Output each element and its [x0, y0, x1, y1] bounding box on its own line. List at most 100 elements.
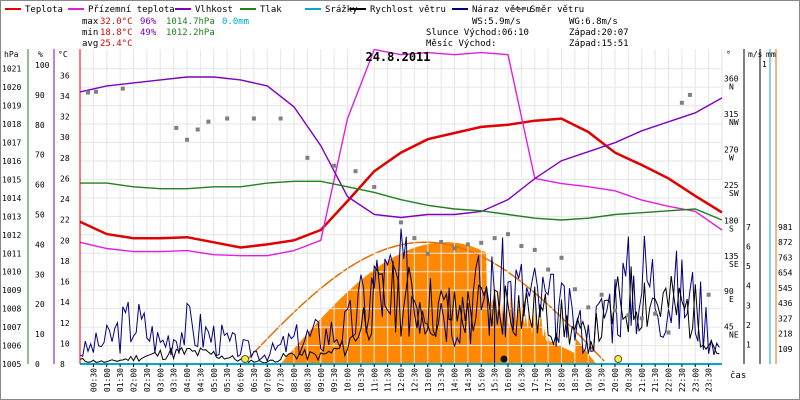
pressure-tick: 1015: [2, 175, 21, 184]
direction-label: SW: [729, 189, 739, 198]
series-přízemní-teplota: [79, 48, 723, 257]
x-tick-label: 06:30: [250, 368, 259, 392]
direction-tick: 225: [724, 181, 739, 190]
wind-direction-point: [86, 90, 91, 95]
direction-tick: 315: [724, 110, 739, 119]
wind-direction-point: [225, 116, 230, 121]
direction-label: W: [729, 154, 734, 163]
x-tick-label: 11:00: [370, 368, 379, 392]
wind-direction-point: [599, 292, 604, 297]
x-tick-label: 06:00: [237, 368, 246, 392]
humidity-tick: 40: [35, 240, 45, 249]
wind-direction-point: [278, 116, 283, 121]
temperature-tick: 30: [60, 133, 70, 142]
temperature-tick: 18: [60, 257, 70, 266]
wind-direction-point: [506, 232, 510, 237]
humidity-tick: 10: [35, 330, 45, 339]
legend-label: Směr větru: [530, 5, 584, 15]
temperature-unit: °C: [58, 50, 68, 59]
x-tick-label: 23:00: [691, 368, 700, 392]
stat-min-humidity: 49%: [140, 28, 157, 38]
x-tick-label: 04:00: [183, 368, 192, 392]
wind-direction-point: [546, 267, 551, 272]
direction-tick: 135: [724, 252, 739, 261]
x-tick-label: 09:00: [317, 368, 326, 392]
temperature-tick: 16: [60, 278, 70, 287]
direction-tick: 270: [724, 146, 739, 155]
x-tick-label: 22:00: [665, 368, 674, 392]
pressure-tick: 1018: [2, 120, 21, 129]
humidity-tick: 0: [35, 360, 40, 369]
wind-direction-point: [626, 313, 631, 318]
wind-unit: m/s: [748, 50, 763, 59]
legend-label: Srážky: [325, 5, 358, 15]
direction-tick: 45: [724, 323, 734, 332]
x-tick-label: 17:00: [531, 368, 540, 392]
stat-avg-temp: 25.4°C: [100, 39, 133, 49]
wind-direction-point: [195, 127, 200, 132]
x-tick-label: 01:00: [103, 368, 112, 392]
x-axis: 00:30 01:00 01:30 02:00 02:30 03:00 03:30 04:00…: [89, 364, 746, 392]
direction-label: NE: [729, 331, 739, 340]
x-tick-label: 19:30: [598, 368, 607, 392]
series-wind-gust: [79, 228, 720, 363]
humidity-tick: 60: [35, 181, 45, 190]
wind-direction-point: [679, 100, 684, 105]
wind-direction-point: [120, 86, 125, 91]
x-tick-label: 18:00: [558, 368, 567, 392]
x-tick-label: 09:30: [330, 368, 339, 392]
x-tick-label: 18:30: [571, 368, 580, 392]
solar-tick: 654: [778, 269, 793, 278]
series-vlhkost: [79, 76, 723, 219]
pressure-tick: 1009: [2, 286, 21, 295]
direction-label: E: [729, 295, 734, 304]
wind-direction-point: [666, 330, 671, 335]
pressure-tick: 1008: [2, 305, 21, 314]
temperature-tick: 14: [60, 298, 70, 307]
pressure-tick: 1021: [2, 65, 21, 74]
solar-tick: 109: [778, 345, 793, 354]
pressure-tick: 1016: [2, 157, 21, 166]
stat-max-label: max: [82, 17, 99, 27]
wind-tick: 7: [746, 223, 751, 232]
direction-tick: 360: [724, 75, 739, 84]
legend-label: Náraz větru: [472, 5, 532, 15]
direction-tick: 180: [724, 216, 739, 225]
wind-direction-point: [399, 220, 403, 225]
x-tick-label: 23:30: [705, 368, 714, 392]
pressure-tick: 1005: [2, 360, 21, 369]
x-tick-label: 14:00: [451, 368, 460, 392]
pressure-tick: 1017: [2, 139, 21, 148]
wind-direction-point: [439, 240, 444, 245]
temperature-tick: 26: [60, 174, 70, 183]
direction-label: S: [729, 224, 734, 233]
x-tick-label: 16:00: [504, 368, 513, 392]
stat-wind-speed: WS:5.9m/s: [472, 17, 521, 27]
solar-tick: 218: [778, 330, 793, 339]
wind-direction-point: [519, 243, 524, 248]
pressure-unit: hPa: [4, 50, 19, 59]
stat-max-temp: 32.0°C: [100, 17, 133, 27]
x-tick-label: 15:30: [491, 368, 500, 392]
wind-tick: 3: [746, 301, 751, 310]
stat-sunset: Západ:20:07: [569, 28, 629, 38]
x-tick-label: 12:00: [397, 368, 406, 392]
x-tick-label: 07:00: [263, 368, 272, 392]
chart-title: 24.8.2011: [365, 50, 430, 64]
humidity-tick: 30: [35, 270, 45, 279]
precip-top-tick: 1: [762, 60, 767, 69]
x-tick-label: 15:00: [477, 368, 486, 392]
wind-direction-point: [332, 163, 337, 168]
x-tick-label: 20:00: [611, 368, 620, 392]
stat-moonrise: Měsíc Východ:: [426, 39, 496, 49]
humidity-tick: 100: [35, 61, 50, 70]
x-tick-label: 16:30: [517, 368, 526, 392]
x-tick-label: 13:00: [424, 368, 433, 392]
temperature-tick: 32: [60, 113, 70, 122]
x-tick-label: 10:30: [357, 368, 366, 392]
humidity-tick: 80: [35, 121, 45, 130]
solar-tick: 872: [778, 238, 793, 247]
x-tick-label: 21:00: [638, 368, 647, 392]
wind-direction-point: [465, 242, 470, 247]
